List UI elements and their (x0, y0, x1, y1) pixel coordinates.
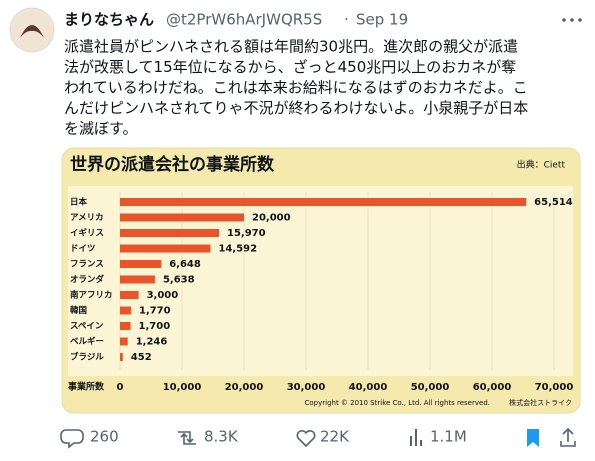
value-label: 65,514 (534, 197, 573, 208)
author-handle[interactable]: @t2PrW6hArJWQR5S (166, 11, 322, 29)
y-tick-label: フランス (70, 260, 104, 270)
share-icon[interactable] (560, 427, 576, 447)
y-tick-label: ブラジル (70, 352, 104, 363)
bar (120, 353, 123, 361)
tweet-date[interactable]: Sep 19 (356, 11, 408, 29)
x-tick-label: 20,000 (225, 382, 264, 393)
x-axis-label: 事業所数 (68, 381, 105, 393)
bookmark-icon[interactable] (527, 429, 539, 447)
tweet-text-line: を滅ぼす。 (64, 120, 138, 138)
value-label: 20,000 (252, 213, 291, 224)
more-menu[interactable] (562, 18, 582, 22)
like-count: 22K (320, 428, 350, 446)
y-tick-label: 南アフリカ (70, 290, 113, 301)
bar (120, 229, 220, 237)
value-label: 15,970 (227, 228, 266, 239)
bar (120, 198, 527, 206)
value-label: 6,648 (169, 259, 201, 270)
tweet-text-line: んだけピンハネされてりゃ不況が終わるわけないよ。小泉親子が日本 (64, 99, 528, 117)
like-icon[interactable] (296, 429, 316, 448)
bar (120, 244, 211, 253)
x-tick-label: 50,000 (411, 382, 450, 393)
y-tick-label: 韓国 (70, 305, 87, 316)
value-label: 5,638 (163, 275, 195, 286)
repost-icon[interactable] (178, 431, 196, 445)
y-tick-label: オランダ (70, 274, 105, 285)
x-tick-label: 40,000 (349, 382, 388, 393)
reply-icon (60, 429, 84, 449)
y-tick-label: 日本 (70, 197, 88, 208)
value-label: 452 (131, 352, 152, 363)
x-tick-label: 30,000 (287, 382, 326, 393)
bar (120, 291, 139, 299)
value-label: 1,246 (136, 337, 168, 348)
y-tick-label: スペイン (70, 322, 104, 332)
tweet-text-line: 派遣社員がピンハネされる額は年間約30兆円。進次郎の親父が派遣 (64, 38, 518, 56)
views-icon[interactable] (410, 429, 422, 446)
y-tick-label: アメリカ (70, 213, 104, 223)
author-name[interactable]: まりなちゃん (64, 11, 154, 29)
reply-button[interactable] (60, 429, 84, 449)
chart-title: 世界の派遣会社の事業所数 (70, 154, 275, 175)
x-tick-label: 60,000 (473, 382, 512, 393)
bar (120, 260, 162, 268)
bar (120, 337, 128, 346)
repost-count: 8.3K (204, 428, 239, 446)
tweet-text-line: 法が改悪して15年位になるから、ざっと450兆円以上のおカネが奪 (64, 58, 516, 76)
y-tick-label: ドイツ (70, 244, 96, 254)
bar (120, 306, 131, 315)
views-count: 1.1M (430, 428, 467, 446)
reply-count: 260 (90, 428, 119, 446)
y-tick-label: ベルギー (70, 336, 104, 347)
value-label: 1,700 (139, 321, 171, 332)
chart-source: 出典：Ciett (517, 159, 566, 171)
avatar-hair (20, 25, 44, 38)
tweet-text-line: われているわけだね。これは本来お給料になるはずのおカネだよ。こ (64, 79, 528, 97)
x-tick-label: 70,000 (535, 382, 574, 393)
x-tick-label: 0 (117, 382, 124, 393)
value-label: 14,592 (218, 244, 257, 255)
x-tick-label: 10,000 (163, 382, 202, 393)
logo: 株式会社ストライク (509, 398, 572, 407)
value-label: 3,000 (147, 290, 179, 301)
bar (120, 275, 155, 284)
copyright: Copyright © 2010 Strike Co., Ltd. All ri… (304, 399, 490, 407)
y-tick-label: イギリス (70, 228, 104, 239)
bar (120, 213, 244, 222)
separator: · (344, 11, 349, 29)
value-label: 1,770 (139, 306, 171, 317)
bar (120, 322, 131, 330)
